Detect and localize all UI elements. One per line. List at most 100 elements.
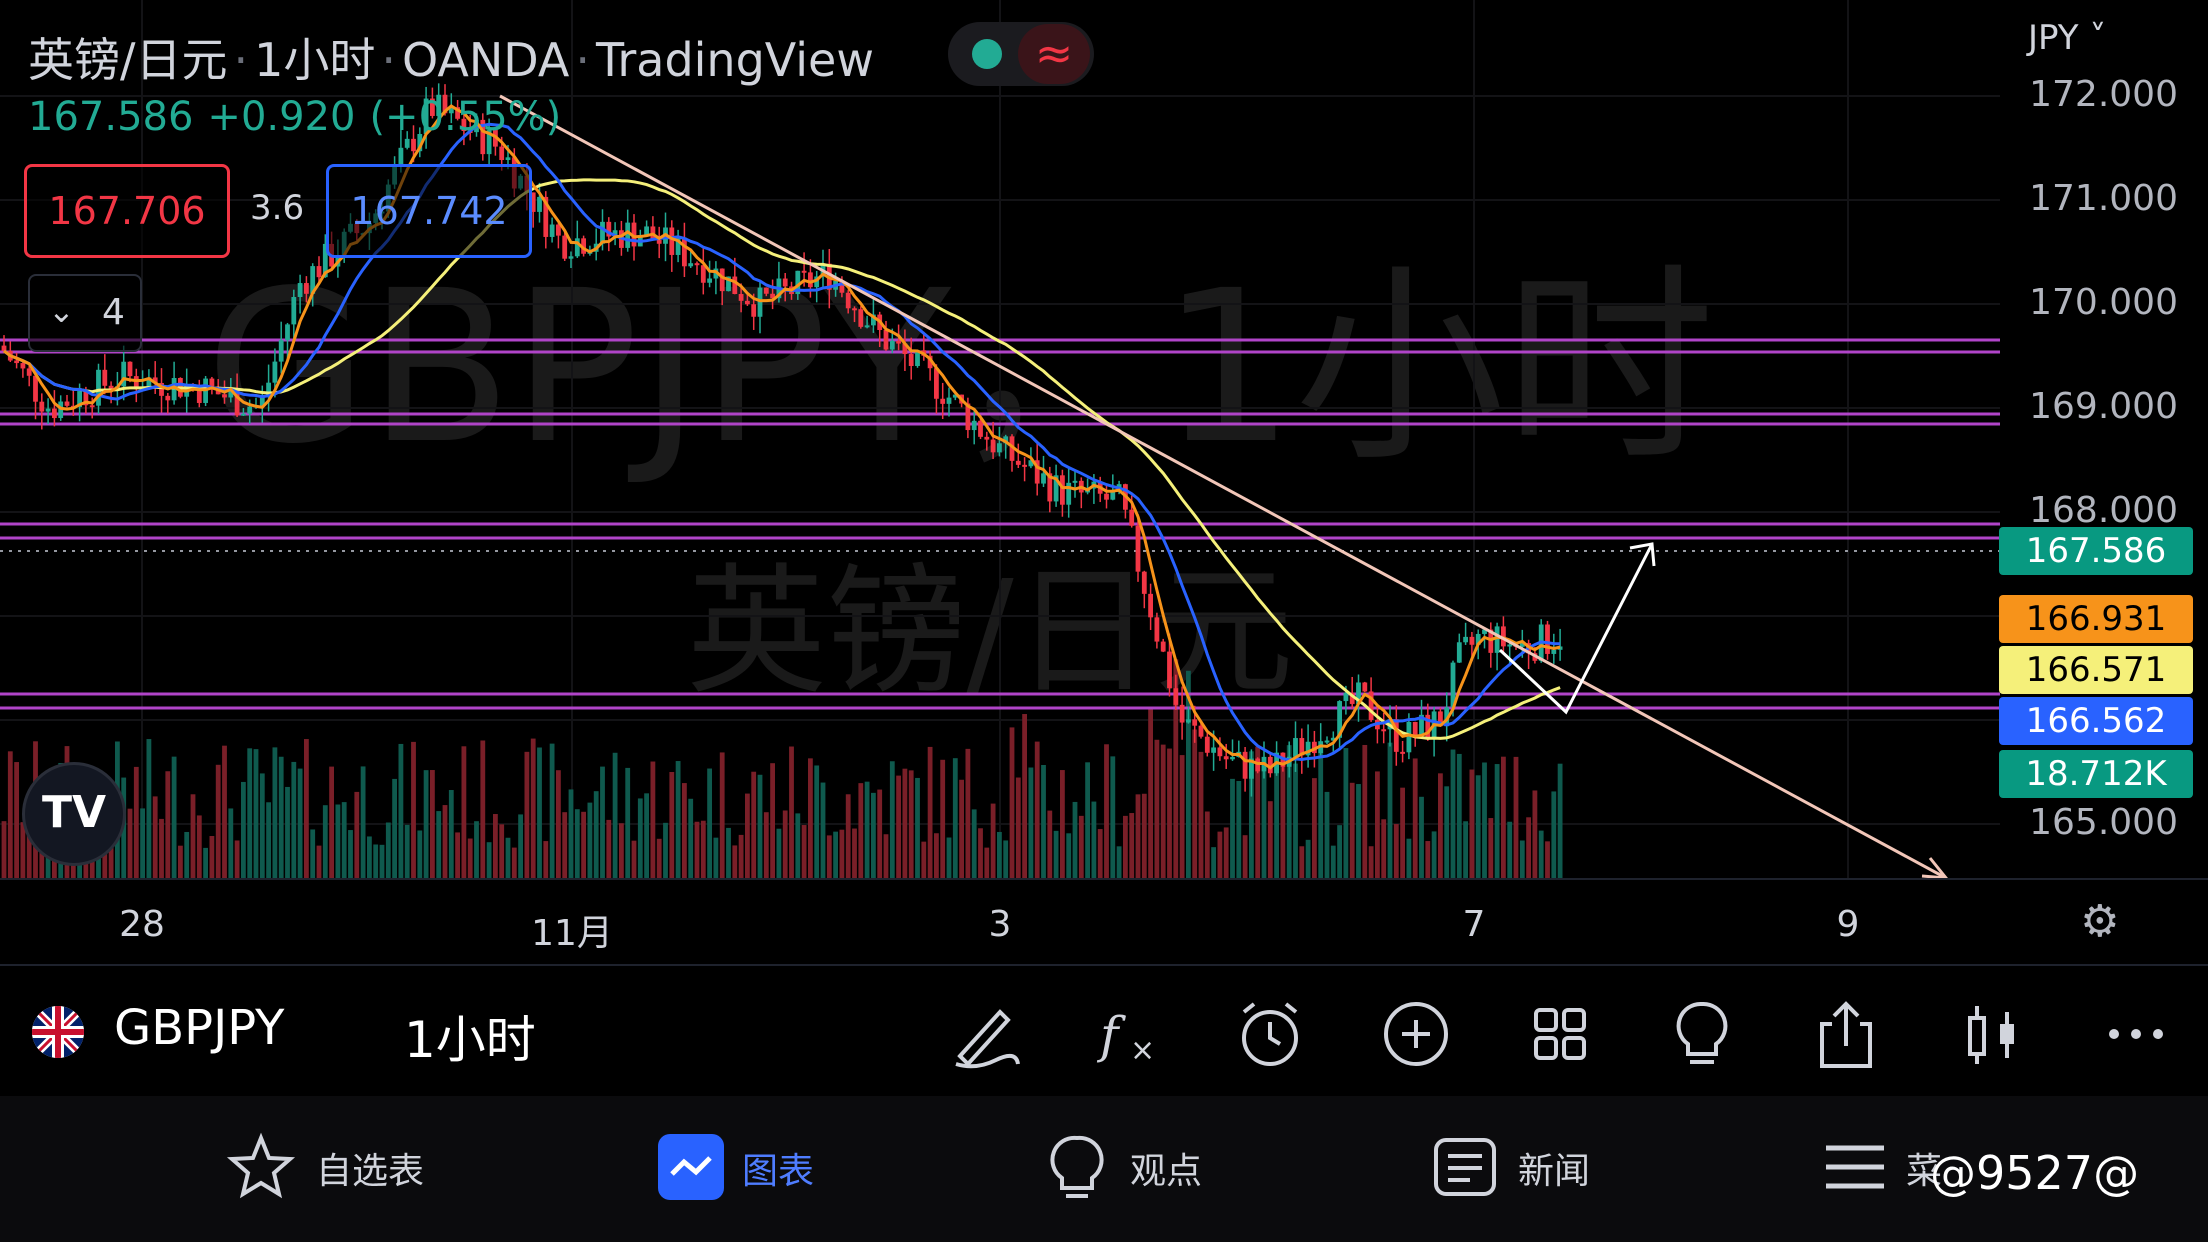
volume-bar	[1393, 824, 1399, 878]
star-icon[interactable]	[226, 1132, 296, 1202]
symbol-title-row[interactable]: 英镑/日元 · 1小时 · OANDA · TradingView	[28, 33, 874, 87]
time-tick: 7	[1462, 904, 1486, 945]
candle-body	[782, 278, 788, 287]
candle-body	[952, 394, 958, 398]
volume-bar	[978, 828, 983, 878]
candle-body	[1041, 473, 1046, 484]
candle-body	[625, 222, 631, 248]
volume-bar	[1299, 846, 1305, 878]
candle-body	[1330, 737, 1336, 741]
candle-body	[682, 237, 687, 267]
bulb-icon[interactable]	[1042, 1132, 1112, 1202]
tab-menu[interactable]: 菜	[1906, 1151, 1943, 1192]
candle-body	[543, 196, 549, 237]
currency-selector[interactable]: JPY ˅	[2028, 18, 2107, 58]
candle-body	[1230, 757, 1235, 760]
candle-body	[247, 406, 253, 414]
volume-bar	[133, 766, 139, 878]
indicators-toggle[interactable]: ⌄ 4	[28, 274, 142, 352]
volume-bar	[511, 847, 517, 878]
more-icon[interactable]	[2096, 994, 2176, 1074]
volume-bar	[392, 778, 397, 878]
symbol-title: 英镑/日元	[28, 33, 228, 87]
candle-body	[732, 276, 738, 295]
tab-chart[interactable]: 图表	[742, 1151, 815, 1192]
draw-icon[interactable]	[946, 994, 1026, 1074]
volume-bar	[467, 838, 473, 878]
volume-bar	[1242, 835, 1248, 878]
candle-body	[707, 278, 712, 283]
candle-body	[77, 391, 82, 408]
candle-body	[1179, 704, 1185, 723]
alarm-icon[interactable]	[1230, 994, 1310, 1074]
volume-bar	[688, 798, 694, 878]
candle-body	[1343, 692, 1349, 702]
tab-watchlist[interactable]: 自选表	[316, 1151, 425, 1192]
volume-bar	[14, 762, 19, 878]
toolbar-symbol-button[interactable]: GBPJPY	[114, 1000, 285, 1056]
toolbar-interval-button[interactable]: 1小时	[404, 1011, 536, 1069]
price-tick: 172.000	[2029, 74, 2178, 115]
news-icon[interactable]	[1430, 1132, 1500, 1202]
layout-grid-icon[interactable]	[1520, 994, 1600, 1074]
price-tick: 165.000	[2029, 802, 2178, 843]
horizontal-levels[interactable]	[0, 338, 2000, 710]
platform-label: TradingView	[596, 33, 874, 87]
volume-bar	[1318, 748, 1324, 878]
volume-bar	[373, 844, 379, 878]
volume-bar	[1488, 818, 1494, 878]
candle-body	[845, 292, 851, 309]
buy-button[interactable]: 167.742	[326, 164, 532, 258]
candle-body	[549, 224, 555, 237]
volume-bar	[1507, 821, 1513, 878]
candles	[1, 83, 1563, 797]
candle-body	[1450, 662, 1456, 708]
volume-bar	[190, 794, 196, 878]
chart-area[interactable]: GBPJPY，1小时 英镑/日元 英镑/日元 · 1小时 · OANDA · Trading…	[0, 0, 2000, 880]
volume-bar	[1091, 801, 1097, 878]
tradingview-logo-icon[interactable]: TV	[22, 762, 126, 866]
indicator-fx-icon[interactable]: f ×	[1090, 994, 1170, 1074]
volume-bar	[663, 822, 668, 878]
volume-bar	[959, 779, 964, 878]
candle-body	[1488, 629, 1494, 653]
volume-bar	[196, 815, 202, 878]
ma-mid-line	[3, 122, 1561, 762]
share-icon[interactable]	[1806, 994, 1886, 1074]
volume-bar	[1337, 825, 1342, 878]
market-status-pill[interactable]: ≈	[948, 22, 1094, 86]
add-icon[interactable]	[1376, 994, 1456, 1074]
candle-body	[852, 308, 857, 311]
tab-ideas[interactable]: 观点	[1130, 1151, 1203, 1192]
price-tick: 171.000	[2029, 178, 2178, 219]
candle-body	[745, 300, 750, 305]
tab-news[interactable]: 新闻	[1518, 1151, 1591, 1192]
candle-type-icon[interactable]	[1952, 994, 2032, 1074]
candle-body	[606, 221, 612, 237]
candle-body	[971, 420, 977, 431]
menu-icon[interactable]	[1820, 1132, 1890, 1202]
volume-bar	[1349, 782, 1355, 878]
chart-settings-gear-icon[interactable]: ⚙	[2080, 896, 2120, 947]
volume-bar	[499, 824, 505, 878]
candle-body	[1444, 707, 1450, 727]
chart-icon[interactable]	[656, 1132, 726, 1202]
candle-body	[196, 386, 202, 403]
volume-bar	[965, 748, 971, 878]
sell-button[interactable]: 167.706	[24, 164, 230, 258]
volume-bar	[1204, 811, 1210, 878]
candle-body	[455, 107, 460, 119]
chart-watermark: GBPJPY，1小时 英镑/日元	[205, 245, 1714, 714]
volume-bar	[1015, 777, 1021, 878]
volume-bar	[814, 765, 820, 878]
volume-bar	[1160, 744, 1166, 878]
candle-body	[133, 376, 139, 390]
volume-bar	[669, 772, 675, 878]
broker-label: OANDA	[402, 33, 570, 87]
volume-bar	[184, 831, 190, 878]
candle-body	[1, 345, 7, 351]
volume-bar	[367, 836, 372, 878]
ideas-bulb-icon[interactable]	[1662, 994, 1742, 1074]
volume-bar	[1343, 748, 1349, 878]
candle-body	[423, 98, 429, 134]
